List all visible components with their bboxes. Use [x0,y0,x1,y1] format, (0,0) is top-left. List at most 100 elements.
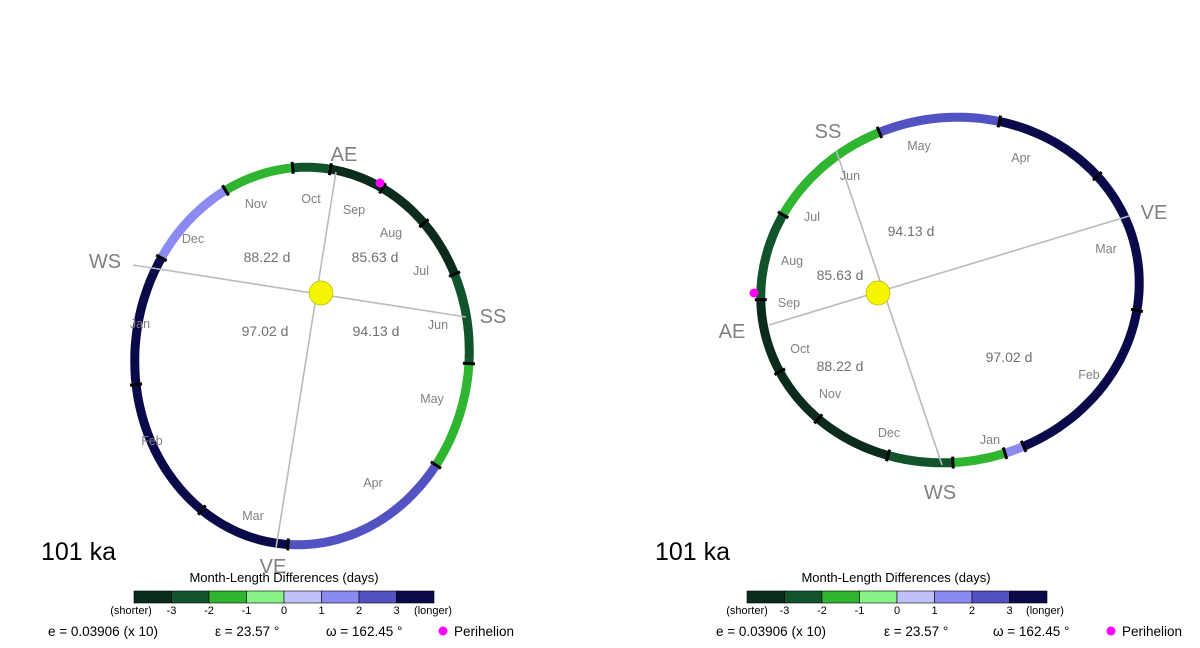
month-boundary-tick [1131,309,1143,311]
month-label-sep: Sep [343,203,365,217]
duration-summer: 85.63 d [352,249,399,265]
month-label-nov: Nov [245,197,268,211]
orbit-panel-right: SS VE AE WS 94.13 d 85.63 d 88.22 d 97.0… [655,116,1167,566]
obliquity-value: ε = 23.57 ° [884,624,948,639]
perihelion-marker [376,179,385,188]
month-boundary-tick [953,457,954,469]
orbit-segment-dec [161,190,225,258]
orbital-parameters-left: e = 0.03906 (x 10) ε = 23.57 ° ω = 162.4… [48,624,514,639]
colorbar-tick-label: 3 [393,605,399,617]
perihelion-legend-label: Perihelion [1122,624,1182,639]
age-label: 101 ka [655,538,730,566]
eccentricity-value: e = 0.03906 (x 10) [716,624,826,639]
month-label-jul: Jul [413,264,429,278]
month-label-jun: Jun [428,318,448,332]
orbit-segment-apr [288,465,436,545]
colorbar-cell [284,591,322,603]
month-label-aug: Aug [781,254,803,268]
orbit-ring [761,117,1139,463]
colorbar-cell [322,591,360,603]
month-label-apr: Apr [363,476,382,490]
month-label-mar: Mar [1095,242,1117,256]
colorbar-tick-label: 1 [931,605,937,617]
orbit-ring [135,167,470,545]
month-label-apr: Apr [1011,151,1030,165]
perihelion-legend-label: Perihelion [454,624,514,639]
colorbar-cell [1010,591,1048,603]
colorbar-tick-label: 0 [281,605,287,617]
colorbar-shorter-label: (shorter) [726,605,768,617]
eccentricity-value: e = 0.03906 (x 10) [48,624,158,639]
colorbar-cell [172,591,210,603]
month-label-mar: Mar [242,509,264,523]
orbit-segment-oct [888,456,953,463]
orbit-panel-left: AE WS SS VE 88.22 d 85.63 d 97.02 d 94.1… [41,144,506,578]
duration-summer: 85.63 d [817,267,864,283]
colorbar-longer-label: (longer) [414,605,452,617]
month-label-dec: Dec [182,232,204,246]
colorbar-cell [860,591,898,603]
perihelion-legend-icon [439,627,448,636]
month-boundary-tick [288,539,289,551]
duration-winter: 97.02 d [242,323,289,339]
colorbar-tick-label: 0 [894,605,900,617]
colorbar-tick-label: -1 [242,605,252,617]
orbit-segment-sep [330,169,382,188]
month-label-feb: Feb [1078,368,1100,382]
duration-winter: 97.02 d [986,349,1033,365]
colorbar-cell [897,591,935,603]
month-label-aug: Aug [380,226,402,240]
month-label-nov: Nov [819,387,842,401]
colorbar-tick-label: -2 [817,605,827,617]
orbit-segment-jun [455,274,470,363]
season-label-ss: SS [480,306,507,328]
orbit-segment-aug [780,372,819,419]
colorbar-cell [397,591,435,603]
colorbar-cell [209,591,247,603]
month-label-oct: Oct [301,192,321,206]
equinox-axis [276,172,336,548]
age-label: 101 ka [41,538,116,566]
duration-autumn: 88.22 d [817,358,864,374]
month-label-jul: Jul [804,210,820,224]
perihelion-longitude-value: ω = 162.45 ° [326,624,402,639]
season-label-ws: WS [924,482,956,504]
colorbar-tick-label: 2 [969,605,975,617]
perihelion-longitude-value: ω = 162.45 ° [993,624,1069,639]
season-label-ws: WS [89,251,121,273]
orbit-segment-jul [761,300,780,372]
duration-autumn: 88.22 d [244,249,291,265]
solstice-axis [836,150,942,465]
perihelion-marker [750,289,759,298]
colorbar-cell [747,591,785,603]
month-label-jun: Jun [840,169,860,183]
month-label-sep: Sep [778,296,800,310]
month-boundary-tick [292,162,293,174]
duration-spring: 94.13 d [353,323,400,339]
season-label-ae: AE [719,321,746,343]
duration-spring: 94.13 d [888,223,935,239]
colorbar-cell [359,591,397,603]
season-label-ve: VE [1141,202,1168,224]
colorbar-tick-label: -3 [780,605,790,617]
colorbar-cell [134,591,172,603]
season-label-ae: AE [331,144,358,166]
orbit-segment-mar [999,122,1097,177]
colorbar-left: Month-Length Differences (days) (shorter… [110,570,452,617]
colorbar-tick-label: 2 [356,605,362,617]
month-label-oct: Oct [790,342,810,356]
month-boundary-tick [130,384,142,385]
orbit-segment-may [436,364,469,466]
colorbar-tick-label: 3 [1006,605,1012,617]
colorbar-tick-label: -2 [204,605,214,617]
colorbar-cell [935,591,973,603]
colorbar-right: Month-Length Differences (days) (shorter… [726,570,1064,617]
month-label-may: May [420,392,444,406]
colorbar-tick-label: -3 [167,605,177,617]
orbit-segment-aug [383,188,424,223]
perihelion-legend-icon [1107,627,1116,636]
orbit-segment-dec [1005,446,1024,453]
orbit-segment-may [783,132,879,214]
colorbar-cell [247,591,285,603]
